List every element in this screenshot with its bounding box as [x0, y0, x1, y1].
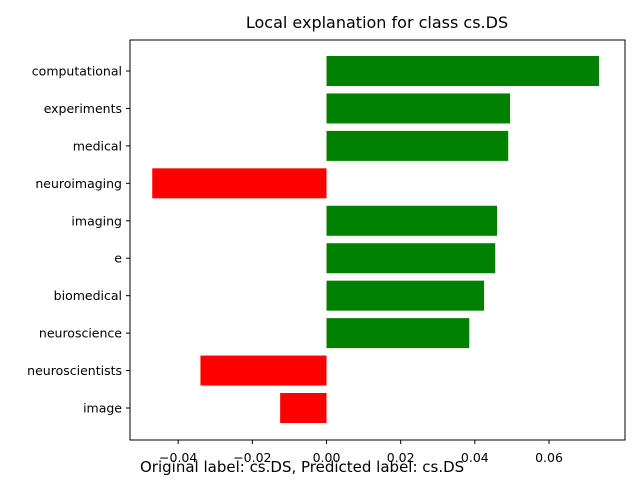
bar-medical: [326, 130, 509, 161]
bar-image: [280, 393, 327, 423]
bar-neuroscientists: [200, 355, 327, 386]
plot-frame: [129, 39, 626, 441]
x-tick-label: 0.06: [535, 450, 563, 465]
bars-group: [152, 56, 600, 423]
y-tick-label: computational: [32, 64, 122, 79]
bar-biomedical: [326, 280, 485, 311]
bar-e: [326, 243, 496, 274]
y-tick-label: experiments: [44, 101, 122, 116]
y-axis-ticks: computational experiments medical neuroimag…: [27, 64, 130, 416]
bar-imaging: [326, 205, 498, 236]
y-tick-label: image: [83, 401, 122, 416]
x-tick-label: −0.04: [159, 450, 197, 465]
label-caption: Original label: cs.DS, Predicted label: …: [140, 458, 465, 476]
x-tick-label: 0.04: [461, 450, 489, 465]
y-tick-label: e: [114, 251, 122, 266]
x-axis-ticks: −0.04 −0.02 0.00 0.02 0.04 0.06: [159, 440, 563, 465]
y-tick-label: neuroimaging: [35, 176, 122, 191]
y-tick-label: imaging: [71, 213, 122, 228]
bar-experiments: [326, 93, 511, 124]
chart-title: Local explanation for class cs.DS: [246, 13, 508, 32]
x-tick-label: 0.00: [313, 450, 341, 465]
y-tick-label: neuroscientists: [27, 363, 122, 378]
x-tick-label: 0.02: [387, 450, 415, 465]
y-tick-label: neuroscience: [39, 326, 122, 341]
bar-computational: [326, 56, 600, 86]
x-tick-label: −0.02: [233, 450, 271, 465]
y-tick-label: medical: [73, 138, 122, 153]
bar-neuroimaging: [152, 168, 327, 199]
y-tick-label: biomedical: [54, 288, 122, 303]
bar-neuroscience: [326, 318, 470, 349]
